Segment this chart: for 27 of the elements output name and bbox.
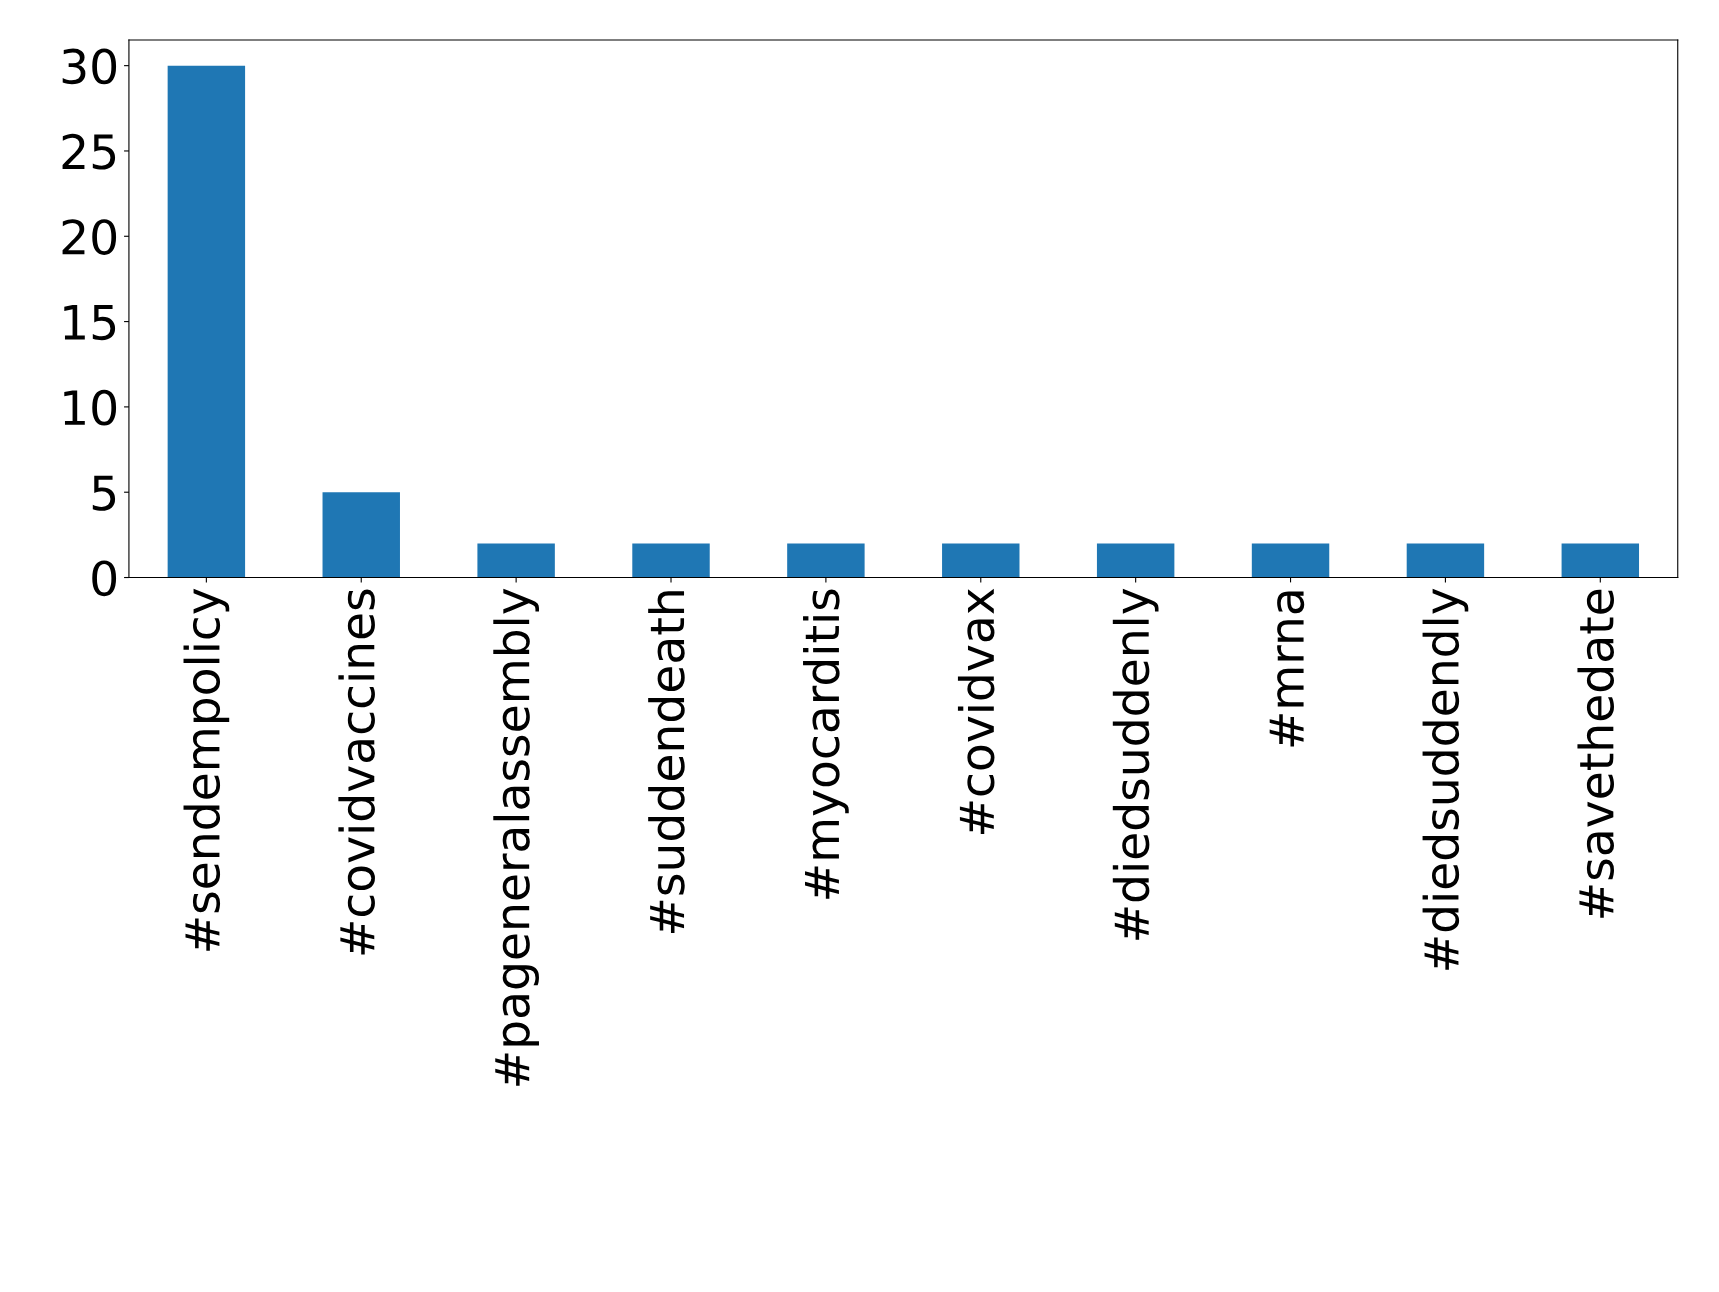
x-tick-label: #savethedate [1577, 589, 1614, 918]
y-tick-label: 30 [62, 48, 117, 85]
y-tick-label: 25 [62, 133, 116, 170]
bar [1406, 543, 1485, 578]
x-tick-label: #covidvax [957, 588, 995, 834]
x-tick-label: #myocarditis [803, 589, 849, 899]
bar [1251, 543, 1330, 578]
y-tick-label: 20 [62, 219, 117, 255]
bar [167, 65, 246, 578]
bar [477, 543, 555, 578]
bar [942, 543, 1020, 578]
bar [322, 492, 400, 578]
bar [787, 543, 865, 578]
x-tick-label: #diedsuddenly [1112, 588, 1159, 940]
x-tick-label: #sendempolicy [183, 588, 230, 951]
bar [632, 543, 710, 578]
x-tick-label: #mrna [1269, 591, 1305, 747]
bar [1096, 543, 1175, 578]
y-tick-label: 0 [92, 560, 117, 597]
bar [1561, 543, 1640, 578]
x-tick-label: #diedsuddendly [1422, 588, 1469, 970]
y-tick-label: 15 [64, 305, 116, 341]
y-tick-label: 5 [92, 475, 116, 511]
y-tick-label: 10 [64, 389, 117, 426]
x-tick-label: #covidvaccines [338, 589, 375, 955]
x-tick-label: #suddendeath [648, 591, 685, 934]
x-tick-label: #pageneralassembly [493, 588, 539, 1086]
